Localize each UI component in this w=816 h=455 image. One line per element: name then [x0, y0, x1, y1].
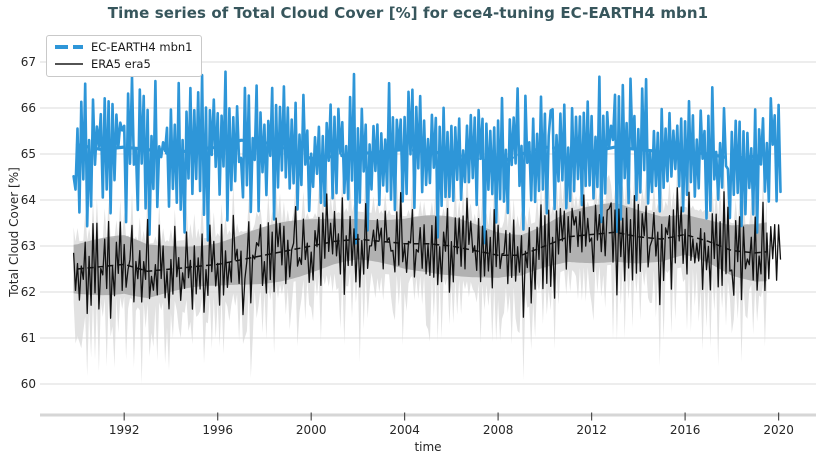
x-tick-label: 1996: [202, 423, 233, 437]
legend-label: ERA5 era5: [91, 57, 151, 71]
legend-item-era5: ERA5 era5: [54, 56, 192, 72]
era5-monthly-line: [72, 187, 782, 319]
x-tick-label: 1992: [109, 423, 140, 437]
ec-earth4-monthly-line: [72, 70, 782, 245]
y-tick-label: 62: [21, 285, 36, 299]
legend: EC-EARTH4 mbn1 ERA5 era5: [46, 35, 203, 77]
x-tick-label: 2000: [296, 423, 327, 437]
y-tick-label: 61: [21, 331, 36, 345]
x-axis: 1992 1996 2000 2004 2008 2012 2016 2020 time: [40, 412, 816, 454]
y-tick-label: 66: [21, 101, 36, 115]
x-axis-label: time: [414, 440, 441, 454]
x-tick-label: 2008: [483, 423, 514, 437]
x-tick-label: 2004: [389, 423, 420, 437]
era5-inner-band: [73, 202, 767, 299]
y-tick-label: 60: [21, 377, 36, 391]
x-tick-label: 2016: [670, 423, 701, 437]
chart-title: Time series of Total Cloud Cover [%] for…: [107, 4, 709, 22]
y-tick-label: 65: [21, 147, 36, 161]
y-tick-label: 63: [21, 239, 36, 253]
era5-trend-line: [77, 231, 767, 273]
y-tick-label: 67: [21, 55, 36, 69]
y-axis: 60 61 62 63 64 65 66 67: [21, 55, 36, 391]
y-tick-label: 64: [21, 193, 36, 207]
legend-label: EC-EARTH4 mbn1: [91, 40, 193, 54]
ec-earth4-trend-line: [75, 138, 769, 165]
solid-line-icon: [55, 63, 83, 65]
dashed-line-icon: [55, 45, 83, 49]
legend-item-ec-earth4: EC-EARTH4 mbn1: [54, 39, 192, 55]
x-tick-label: 2012: [576, 423, 607, 437]
x-tick-label: 2020: [763, 423, 794, 437]
